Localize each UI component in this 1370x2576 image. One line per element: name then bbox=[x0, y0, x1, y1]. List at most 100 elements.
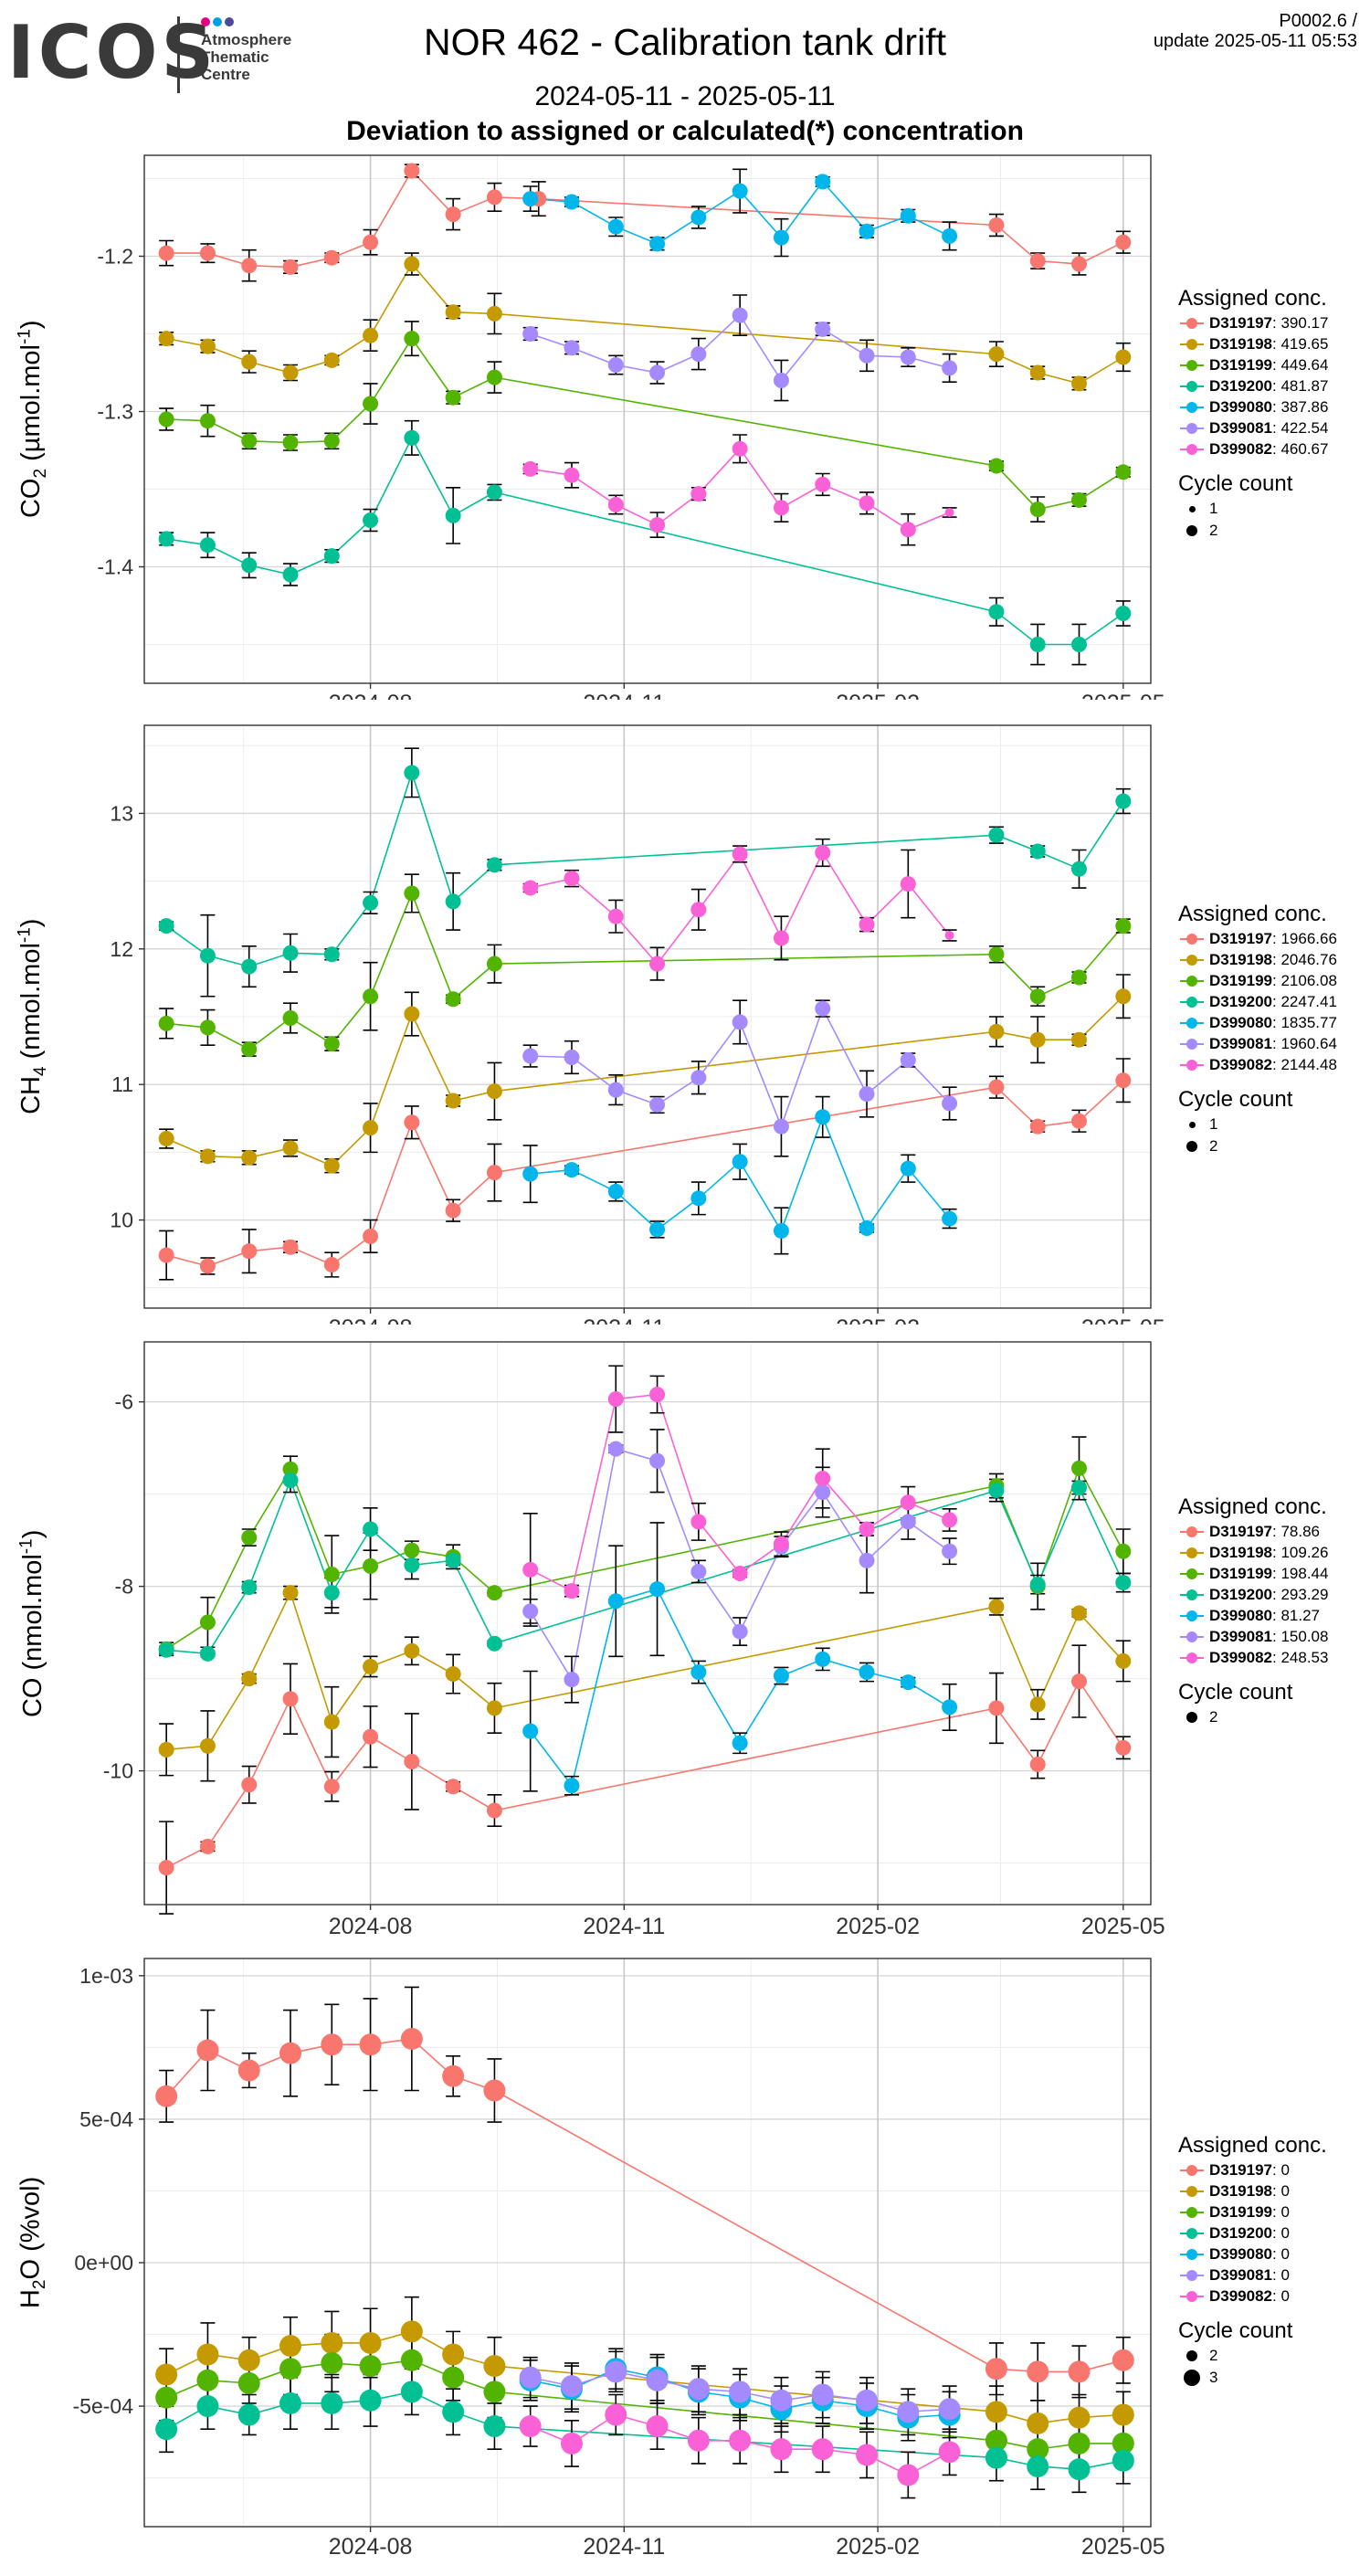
data-point-D319199 bbox=[1115, 918, 1132, 934]
cycle-count-item: 2 bbox=[1178, 2345, 1365, 2367]
data-point-D319198 bbox=[199, 1148, 216, 1165]
data-point-D399082 bbox=[564, 871, 580, 887]
data-point-D319200 bbox=[445, 1552, 461, 1568]
data-point-D319200 bbox=[282, 1472, 299, 1488]
data-point-D399080 bbox=[690, 1664, 707, 1681]
data-point-D399082 bbox=[522, 880, 539, 896]
data-point-D399082 bbox=[605, 2403, 627, 2426]
data-point-D399081 bbox=[773, 1118, 789, 1135]
y-tick-label: 12 bbox=[110, 937, 133, 961]
legend-key bbox=[1178, 335, 1206, 354]
data-point-D319197 bbox=[1027, 2360, 1049, 2383]
data-point-D399082 bbox=[607, 908, 624, 924]
legend-key bbox=[1178, 972, 1206, 990]
logo-dot-2 bbox=[213, 17, 222, 26]
y-tick-label: -10 bbox=[103, 1759, 133, 1783]
data-point-D319199 bbox=[279, 2358, 302, 2381]
data-point-D319197 bbox=[241, 258, 258, 274]
data-point-D399081 bbox=[690, 346, 707, 363]
data-point-D319199 bbox=[282, 1009, 299, 1026]
data-point-D399081 bbox=[522, 1603, 539, 1620]
data-point-D399081 bbox=[690, 1070, 707, 1086]
data-point-D399081 bbox=[607, 357, 624, 373]
cycle-count-label: 2 bbox=[1209, 1708, 1218, 1726]
data-point-D399081 bbox=[938, 2398, 961, 2421]
data-point-D319197 bbox=[445, 1779, 461, 1795]
data-point-D319200 bbox=[1115, 793, 1132, 809]
legend-item-D399082: D399082: 0 bbox=[1178, 2286, 1365, 2307]
legend-item-D319199: D319199: 198.44 bbox=[1178, 1563, 1365, 1584]
data-point-D399080 bbox=[649, 1221, 666, 1238]
legend-label: D319198: 2046.76 bbox=[1209, 950, 1337, 968]
data-point-D399080 bbox=[815, 174, 831, 190]
data-point-D319199 bbox=[323, 1036, 340, 1052]
data-point-D319197 bbox=[445, 1202, 461, 1219]
data-point-D319199 bbox=[483, 2381, 506, 2403]
legend-item-D319197: D319197: 78.86 bbox=[1178, 1521, 1365, 1542]
data-point-D399081 bbox=[560, 2375, 583, 2398]
data-point-D399080 bbox=[607, 218, 624, 235]
legend-item-D399080: D399080: 387.86 bbox=[1178, 396, 1365, 417]
legend-key-dot bbox=[1186, 2206, 1197, 2218]
data-point-D319200 bbox=[988, 604, 1005, 620]
data-point-D319199 bbox=[1115, 464, 1132, 480]
data-point-D319199 bbox=[363, 988, 379, 1005]
legend-key-dot bbox=[1186, 1652, 1197, 1663]
data-point-D399080 bbox=[900, 1160, 916, 1177]
data-point-D319198 bbox=[323, 352, 340, 368]
data-point-D319197 bbox=[321, 2033, 343, 2056]
legend-key-dot bbox=[1186, 2185, 1197, 2197]
data-point-D319199 bbox=[988, 458, 1005, 474]
data-point-D319200 bbox=[196, 2395, 219, 2418]
data-point-D399080 bbox=[942, 227, 958, 244]
cycle-count-label: 2 bbox=[1209, 522, 1218, 539]
y-axis-label-text: CO (nmol.mol-1) bbox=[16, 1529, 48, 1717]
data-point-D399082 bbox=[859, 1521, 875, 1537]
legend-key bbox=[1178, 2287, 1206, 2306]
data-point-D319197 bbox=[486, 189, 502, 206]
data-point-D319199 bbox=[1112, 2432, 1134, 2455]
data-point-D319198 bbox=[323, 1157, 340, 1174]
legend-key bbox=[1178, 440, 1206, 459]
legend-key-dot bbox=[1186, 1610, 1197, 1621]
panel-h2o: -5e-04 0e+00 5e-04 1e-03 2024-08 2024-11 2025-… bbox=[0, 1955, 1370, 2567]
data-point-D399081 bbox=[773, 373, 789, 388]
data-point-D399081 bbox=[770, 2389, 793, 2412]
data-point-D399082 bbox=[942, 1512, 958, 1528]
data-point-D399082 bbox=[522, 1561, 539, 1578]
data-point-D399082 bbox=[773, 500, 789, 516]
legend-label: D399082: 248.53 bbox=[1209, 1648, 1329, 1666]
data-point-D319200 bbox=[1071, 860, 1088, 877]
legend-label: D399082: 2144.48 bbox=[1209, 1055, 1337, 1073]
data-point-D319197 bbox=[985, 2358, 1007, 2381]
data-point-D319198 bbox=[486, 1700, 502, 1716]
data-point-D319197 bbox=[442, 2064, 465, 2087]
data-point-D319198 bbox=[404, 1642, 420, 1659]
data-point-D319198 bbox=[363, 327, 379, 343]
data-point-D319197 bbox=[483, 2079, 506, 2102]
data-point-D399080 bbox=[732, 183, 748, 199]
data-point-D399082 bbox=[900, 522, 916, 538]
y-axis-label: CO (nmol.mol-1) bbox=[5, 1342, 60, 1905]
data-point-D399081 bbox=[859, 1552, 875, 1568]
data-point-D319200 bbox=[988, 1483, 1005, 1499]
data-point-D399081 bbox=[732, 307, 748, 323]
cycle-count-item: 2 bbox=[1178, 520, 1365, 542]
legend-key-dot bbox=[1186, 443, 1197, 455]
data-point-D399082 bbox=[944, 930, 954, 940]
legend-key-dot bbox=[1186, 996, 1197, 1008]
data-point-D399080 bbox=[859, 1219, 875, 1236]
data-point-D319199 bbox=[363, 1557, 379, 1574]
legend-title: Assigned conc. bbox=[1178, 1494, 1327, 1519]
data-point-D319200 bbox=[241, 557, 258, 574]
legend-item-D399081: D399081: 0 bbox=[1178, 2265, 1365, 2286]
data-point-D399081 bbox=[646, 2369, 669, 2391]
data-point-D319200 bbox=[155, 2418, 178, 2441]
version-label: P0002.6 / bbox=[1279, 11, 1357, 31]
data-point-D319197 bbox=[282, 1691, 299, 1707]
data-point-D319200 bbox=[985, 2446, 1007, 2469]
data-point-D399082 bbox=[607, 1391, 624, 1408]
data-point-D319199 bbox=[155, 2386, 178, 2409]
legend-key-dot bbox=[1186, 422, 1197, 434]
x-tick-label: 2024-08 bbox=[329, 1315, 413, 1325]
